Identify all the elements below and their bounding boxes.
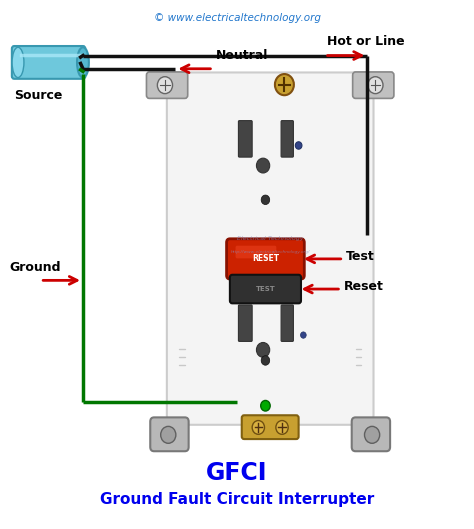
Circle shape	[252, 421, 264, 434]
FancyBboxPatch shape	[238, 305, 252, 341]
FancyBboxPatch shape	[150, 417, 189, 451]
Text: Ground Fault Circuit Interrupter: Ground Fault Circuit Interrupter	[100, 492, 374, 507]
Circle shape	[161, 426, 176, 443]
FancyBboxPatch shape	[167, 72, 374, 425]
Text: Electrical Technology: Electrical Technology	[237, 236, 303, 241]
Circle shape	[157, 77, 173, 94]
Text: RESET: RESET	[252, 254, 279, 263]
Text: Hot or Line: Hot or Line	[327, 34, 405, 48]
Circle shape	[256, 158, 270, 173]
Text: TEST: TEST	[255, 286, 275, 292]
Ellipse shape	[12, 47, 24, 78]
FancyBboxPatch shape	[230, 275, 301, 303]
Circle shape	[256, 342, 270, 357]
FancyBboxPatch shape	[238, 121, 252, 157]
Circle shape	[261, 400, 270, 411]
Circle shape	[368, 77, 383, 94]
Text: GFCI: GFCI	[206, 461, 268, 486]
Text: Test: Test	[346, 250, 375, 263]
FancyBboxPatch shape	[353, 72, 394, 98]
FancyBboxPatch shape	[146, 72, 188, 98]
Circle shape	[275, 74, 294, 95]
FancyBboxPatch shape	[236, 245, 276, 258]
Text: Source: Source	[14, 89, 63, 103]
FancyBboxPatch shape	[281, 305, 293, 341]
Circle shape	[261, 195, 270, 205]
Circle shape	[365, 426, 380, 443]
Text: Reset: Reset	[344, 280, 383, 293]
Ellipse shape	[77, 47, 89, 78]
FancyBboxPatch shape	[242, 415, 299, 439]
Circle shape	[276, 421, 288, 434]
Circle shape	[261, 355, 270, 365]
Text: Ground: Ground	[9, 261, 61, 274]
FancyBboxPatch shape	[227, 239, 304, 279]
Circle shape	[301, 332, 306, 338]
Circle shape	[295, 142, 302, 149]
Text: Neutral: Neutral	[216, 49, 268, 62]
FancyBboxPatch shape	[172, 78, 373, 424]
FancyBboxPatch shape	[352, 417, 390, 451]
Text: http://www.electricaltechnology.org/: http://www.electricaltechnology.org/	[230, 250, 310, 254]
FancyBboxPatch shape	[281, 121, 293, 157]
FancyBboxPatch shape	[12, 46, 85, 79]
Text: © www.electricaltechnology.org: © www.electricaltechnology.org	[154, 13, 320, 23]
